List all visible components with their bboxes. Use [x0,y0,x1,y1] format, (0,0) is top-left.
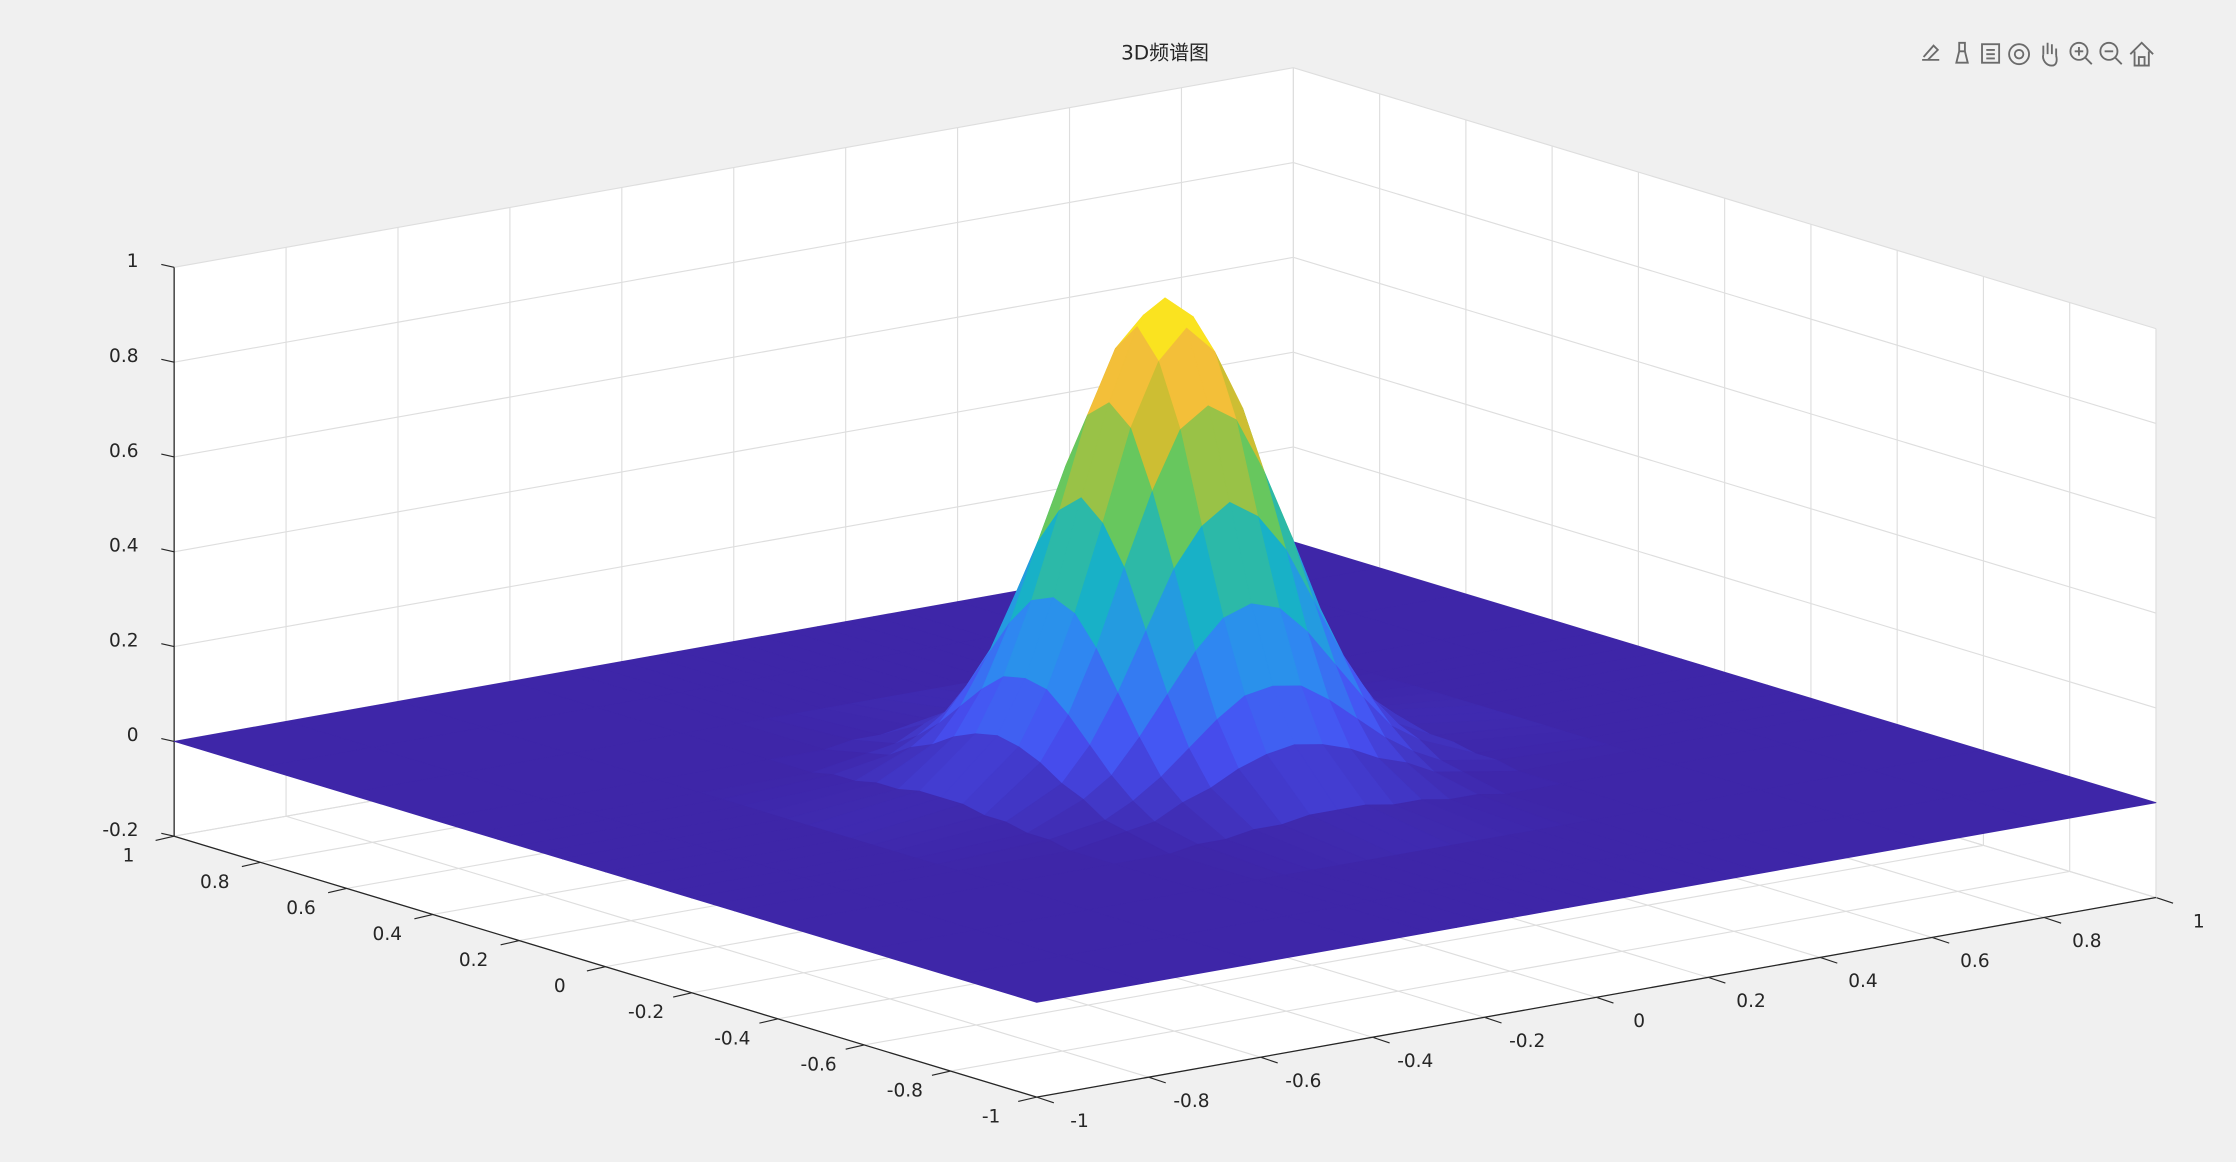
y-tick-mark [586,966,606,972]
brush-button[interactable] [1922,44,1940,61]
z-tick-mark [161,548,175,553]
z-tick-mark [161,643,175,648]
y-tick-label: -0.6 [801,1054,837,1075]
x-tick-label: -0.6 [1285,1071,1321,1092]
data-tips-button[interactable] [1955,41,1969,64]
y-tick-label: -0.4 [714,1028,750,1049]
home-button[interactable] [2129,41,2154,67]
x-tick-label: 0.2 [1736,991,1765,1012]
legend-button[interactable] [1981,43,2001,64]
z-tick-mark [161,453,175,458]
rotate-button[interactable] [2008,43,2030,66]
grid-line [174,446,2157,709]
y-tick-mark [673,992,692,998]
x-tick-mark [1708,976,1726,984]
x-tick-mark [2043,916,2062,924]
x-tick-mark [1596,996,1614,1004]
x-tick-mark [1484,1016,1502,1024]
y-axis-line [173,835,1037,1098]
z-tick-label: 1 [127,251,139,272]
x-tick-label: -0.8 [1173,1091,1209,1112]
x-tick-label: 0.8 [2072,931,2101,952]
y-tick-label: -0.8 [887,1080,923,1101]
x-tick-label: 0.4 [1848,971,1877,992]
zoom-in-button[interactable] [2069,41,2093,65]
toolbar [1922,41,2154,67]
x-tick-mark [1260,1056,1278,1064]
y-tick-label: 0.6 [286,898,315,919]
x-tick-mark [1148,1076,1166,1084]
y-tick-mark [1018,1096,1037,1102]
x-tick-label: -0.4 [1397,1051,1433,1072]
y-tick-mark [845,1044,865,1050]
z-tick-mark [161,358,175,363]
x-tick-label: 0.6 [1960,951,1989,972]
y-tick-mark [759,1018,779,1024]
x-tick-mark [1931,936,1950,944]
grid-line [174,161,2157,424]
y-tick-mark [155,835,175,842]
x-axis-line [1036,896,2157,1098]
z-tick-label: 0.2 [109,630,138,651]
y-tick-label: 0 [554,976,566,997]
surface-patch [950,955,1150,1003]
y-tick-label: 1 [123,846,135,867]
y-tick-label: 0.8 [200,872,229,893]
y-tick-label: -0.2 [628,1002,664,1023]
z-tick-mark [161,832,175,837]
z-tick-label: 0.6 [109,441,138,462]
y-tick-mark [414,913,434,920]
x-tick-label: 1 [2193,911,2205,932]
z-tick-mark [161,737,175,742]
y-tick-label: 0.2 [459,950,488,971]
grid-line [174,351,2157,614]
x-tick-label: -1 [1070,1111,1088,1132]
y-tick-mark [327,887,347,894]
z-tick-label: 0.8 [109,346,138,367]
surface [173,297,2157,1003]
x-tick-mark [1820,956,1838,964]
grid-line [174,67,2157,330]
zoom-out-button[interactable] [2099,41,2123,65]
grid-line [174,256,2157,519]
y-tick-label: -1 [982,1107,1000,1128]
x-tick-mark [1036,1096,1055,1104]
axes: -1 -0.8 -0.6 -0.4 -0.2 0 0.2 0.4 0.6 0.8 1 -1 -0.8 -0… [102,67,2205,1132]
z-tick-label: 0 [127,725,139,746]
x-tick-label: -0.2 [1509,1031,1545,1052]
z-tick-label: 0.4 [109,536,138,557]
z-tick-mark [161,263,175,268]
chart-title: 3D频谱图 [1121,41,1209,65]
y-tick-mark [931,1070,951,1076]
y-tick-mark [500,940,520,946]
x-tick-mark [1372,1036,1390,1044]
y-tick-mark [241,861,261,868]
pan-button[interactable] [2042,42,2058,67]
y-tick-label: 0.4 [373,924,402,945]
z-tick-label: -0.2 [102,820,138,841]
x-tick-mark [2155,896,2174,904]
x-tick-label: 0 [1633,1011,1645,1032]
